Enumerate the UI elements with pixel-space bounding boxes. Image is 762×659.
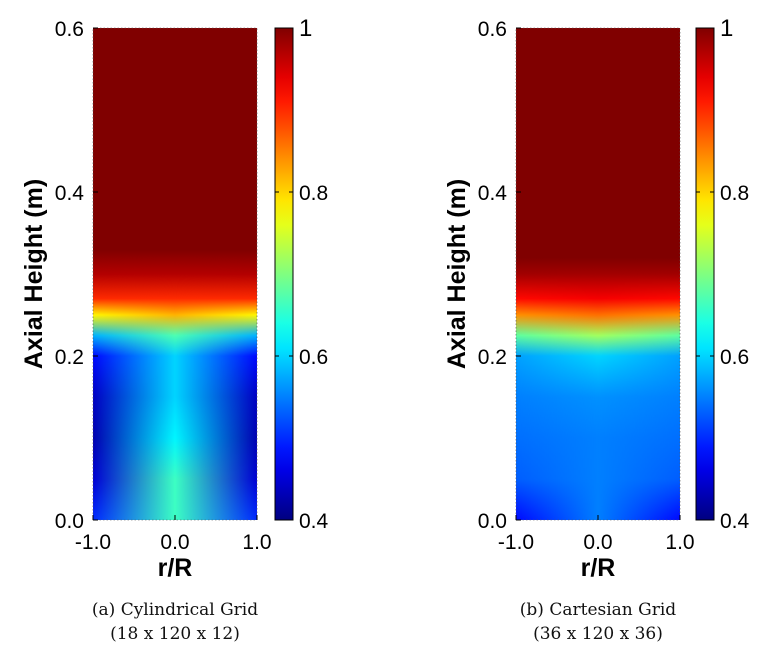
colorbar-tick-b-0.8: 0.8 bbox=[720, 182, 749, 205]
x-axis-label-a: r/R bbox=[158, 554, 193, 582]
plot-frame-a bbox=[92, 27, 258, 521]
colorbar-ticks-b bbox=[696, 27, 714, 521]
heatmap-center-layer-1 bbox=[516, 28, 680, 520]
y-tick-a-0.6: 0.6 bbox=[55, 18, 84, 41]
colorbar-tick-a-0.4: 0.4 bbox=[299, 510, 329, 533]
colorbar-tick-b-0.4: 0.4 bbox=[720, 510, 750, 533]
x-tick-b-1: 1.0 bbox=[665, 531, 694, 554]
y-tick-a-0.4: 0.4 bbox=[55, 182, 85, 205]
caption-a: (a) Cylindrical Grid (18 x 120 x 12) bbox=[25, 598, 325, 646]
y-axis-label-a: Axial Height (m) bbox=[20, 179, 48, 369]
heatmap-center-layer-0 bbox=[93, 28, 257, 520]
caption-b: (b) Cartesian Grid (36 x 120 x 36) bbox=[448, 598, 748, 646]
colorbar-tick-b-0.6: 0.6 bbox=[720, 346, 749, 369]
colorbar-frame-a bbox=[274, 27, 294, 521]
panel-b: 0.6 0.4 0.2 0.0 -1.0 0.0 1.0 r/R Axial H… bbox=[443, 15, 750, 582]
caption-b-line1: (b) Cartesian Grid bbox=[519, 600, 677, 620]
y-tick-b-0.4: 0.4 bbox=[478, 182, 508, 205]
plot-frame-b bbox=[515, 27, 681, 521]
colorbar-tick-a-0.6: 0.6 bbox=[299, 346, 328, 369]
colorbar-tick-b-1: 1 bbox=[720, 15, 733, 42]
x-tick-a-1: 1.0 bbox=[242, 531, 271, 554]
x-tick-a-neg1: -1.0 bbox=[75, 531, 111, 554]
y-tick-b-0.2: 0.2 bbox=[478, 346, 507, 369]
y-tick-a-0.0: 0.0 bbox=[55, 510, 84, 533]
colorbar-ticks-a bbox=[275, 27, 293, 521]
panel-a: 0.6 0.4 0.2 0.0 -1.0 0.0 1.0 r/R Axial H… bbox=[20, 15, 329, 582]
caption-a-line1: (a) Cylindrical Grid bbox=[91, 600, 259, 620]
x-tick-b-neg1: -1.0 bbox=[498, 531, 534, 554]
colorbar-a bbox=[275, 28, 293, 520]
x-tick-a-0: 0.0 bbox=[160, 531, 189, 554]
y-tick-a-0.2: 0.2 bbox=[55, 346, 84, 369]
tick-marks-a bbox=[92, 27, 258, 521]
tick-marks-b bbox=[515, 27, 681, 521]
x-axis-label-b: r/R bbox=[581, 554, 616, 582]
caption-b-line2: (36 x 120 x 36) bbox=[533, 624, 663, 644]
colorbar-frame-b bbox=[695, 27, 715, 521]
colorbar-b bbox=[696, 28, 714, 520]
x-tick-b-0: 0.0 bbox=[583, 531, 612, 554]
colorbar-tick-a-0.8: 0.8 bbox=[299, 182, 328, 205]
caption-a-line2: (18 x 120 x 12) bbox=[110, 624, 240, 644]
y-tick-b-0.6: 0.6 bbox=[478, 18, 507, 41]
colorbar-tick-a-1: 1 bbox=[299, 15, 312, 42]
y-axis-label-b: Axial Height (m) bbox=[443, 179, 471, 369]
y-tick-b-0.0: 0.0 bbox=[478, 510, 507, 533]
